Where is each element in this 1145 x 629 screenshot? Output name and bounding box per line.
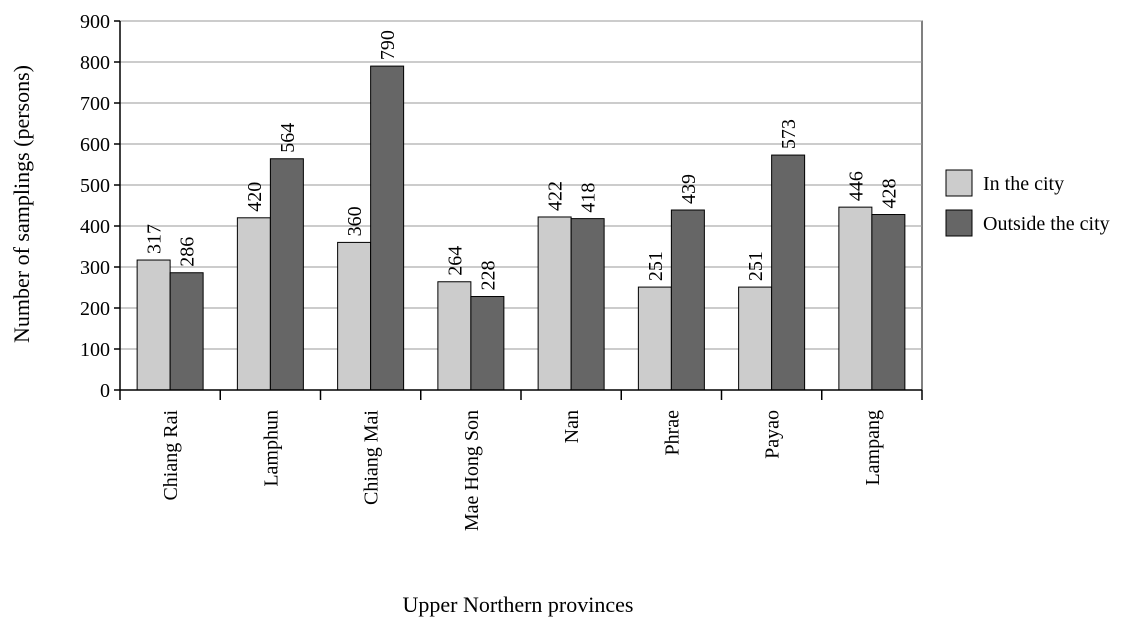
y-tick-label: 600 [80, 134, 110, 156]
y-axis-title: Number of samplings (persons) [9, 65, 34, 343]
data-label: 286 [177, 237, 199, 267]
legend-label: In the city [983, 173, 1064, 195]
bar-outside-city [370, 65, 405, 391]
data-label: 790 [377, 30, 399, 60]
bar-outside-city [771, 154, 806, 391]
y-tick-label: 100 [80, 339, 110, 361]
data-label: 228 [477, 261, 499, 291]
bar-in-city [537, 216, 572, 391]
legend-label: Outside the city [983, 213, 1110, 235]
data-labels: 317 286 420 564 360 790 264 228 422 418 251 439 251 5… [144, 30, 901, 290]
x-axis-title: Upper Northern provinces [403, 592, 634, 617]
y-tick-label: 400 [80, 216, 110, 238]
bar-outside-city [169, 272, 204, 391]
data-label: 317 [144, 224, 166, 254]
bar-in-city [738, 286, 773, 391]
x-tick-label: Mae Hong Son [461, 410, 483, 531]
x-tick-label: Lamphun [260, 410, 282, 487]
bars [136, 65, 906, 391]
bar-outside-city [269, 158, 304, 391]
bar-outside-city [570, 218, 605, 391]
data-label: 428 [878, 179, 900, 209]
x-tick-label: Phrae [661, 410, 683, 456]
data-label: 251 [645, 251, 667, 281]
y-tick-label: 0 [100, 380, 110, 402]
bar-outside-city [470, 296, 505, 391]
bar-outside-city [871, 214, 906, 391]
y-tick-label: 300 [80, 257, 110, 279]
data-label: 564 [277, 123, 299, 153]
data-label: 418 [578, 183, 600, 213]
legend-swatch [945, 169, 973, 197]
x-tick-label: Chiang Rai [160, 410, 182, 501]
bar-in-city [236, 217, 271, 391]
y-tick-label: 800 [80, 52, 110, 74]
data-label: 422 [545, 181, 567, 211]
bar-in-city [337, 241, 372, 391]
data-label: 573 [778, 119, 800, 149]
x-tick-label: Lampang [862, 410, 884, 486]
bar-outside-city [670, 209, 705, 391]
legend-swatch [945, 209, 973, 237]
y-tick-label: 900 [80, 11, 110, 33]
axes: 0 100 200 300 400 500 600 700 800 900 Chiang Rai La… [80, 11, 923, 531]
data-label: 439 [678, 174, 700, 204]
data-label: 264 [444, 246, 466, 276]
bar-in-city [437, 281, 472, 391]
y-tick-label: 500 [80, 175, 110, 197]
y-tick-label: 700 [80, 93, 110, 115]
data-label: 420 [244, 182, 266, 212]
y-tick-label: 200 [80, 298, 110, 320]
x-tick-label: Nan [561, 410, 583, 443]
bar-in-city [838, 206, 873, 391]
bar-in-city [637, 286, 672, 391]
bar-in-city [136, 259, 171, 391]
x-tick-label: Chiang Mai [361, 410, 383, 505]
data-label: 446 [845, 171, 867, 201]
x-tick-label: Payao [762, 410, 784, 459]
data-label: 251 [745, 251, 767, 281]
legend: In the city Outside the city [945, 169, 1110, 237]
data-label: 360 [344, 206, 366, 236]
